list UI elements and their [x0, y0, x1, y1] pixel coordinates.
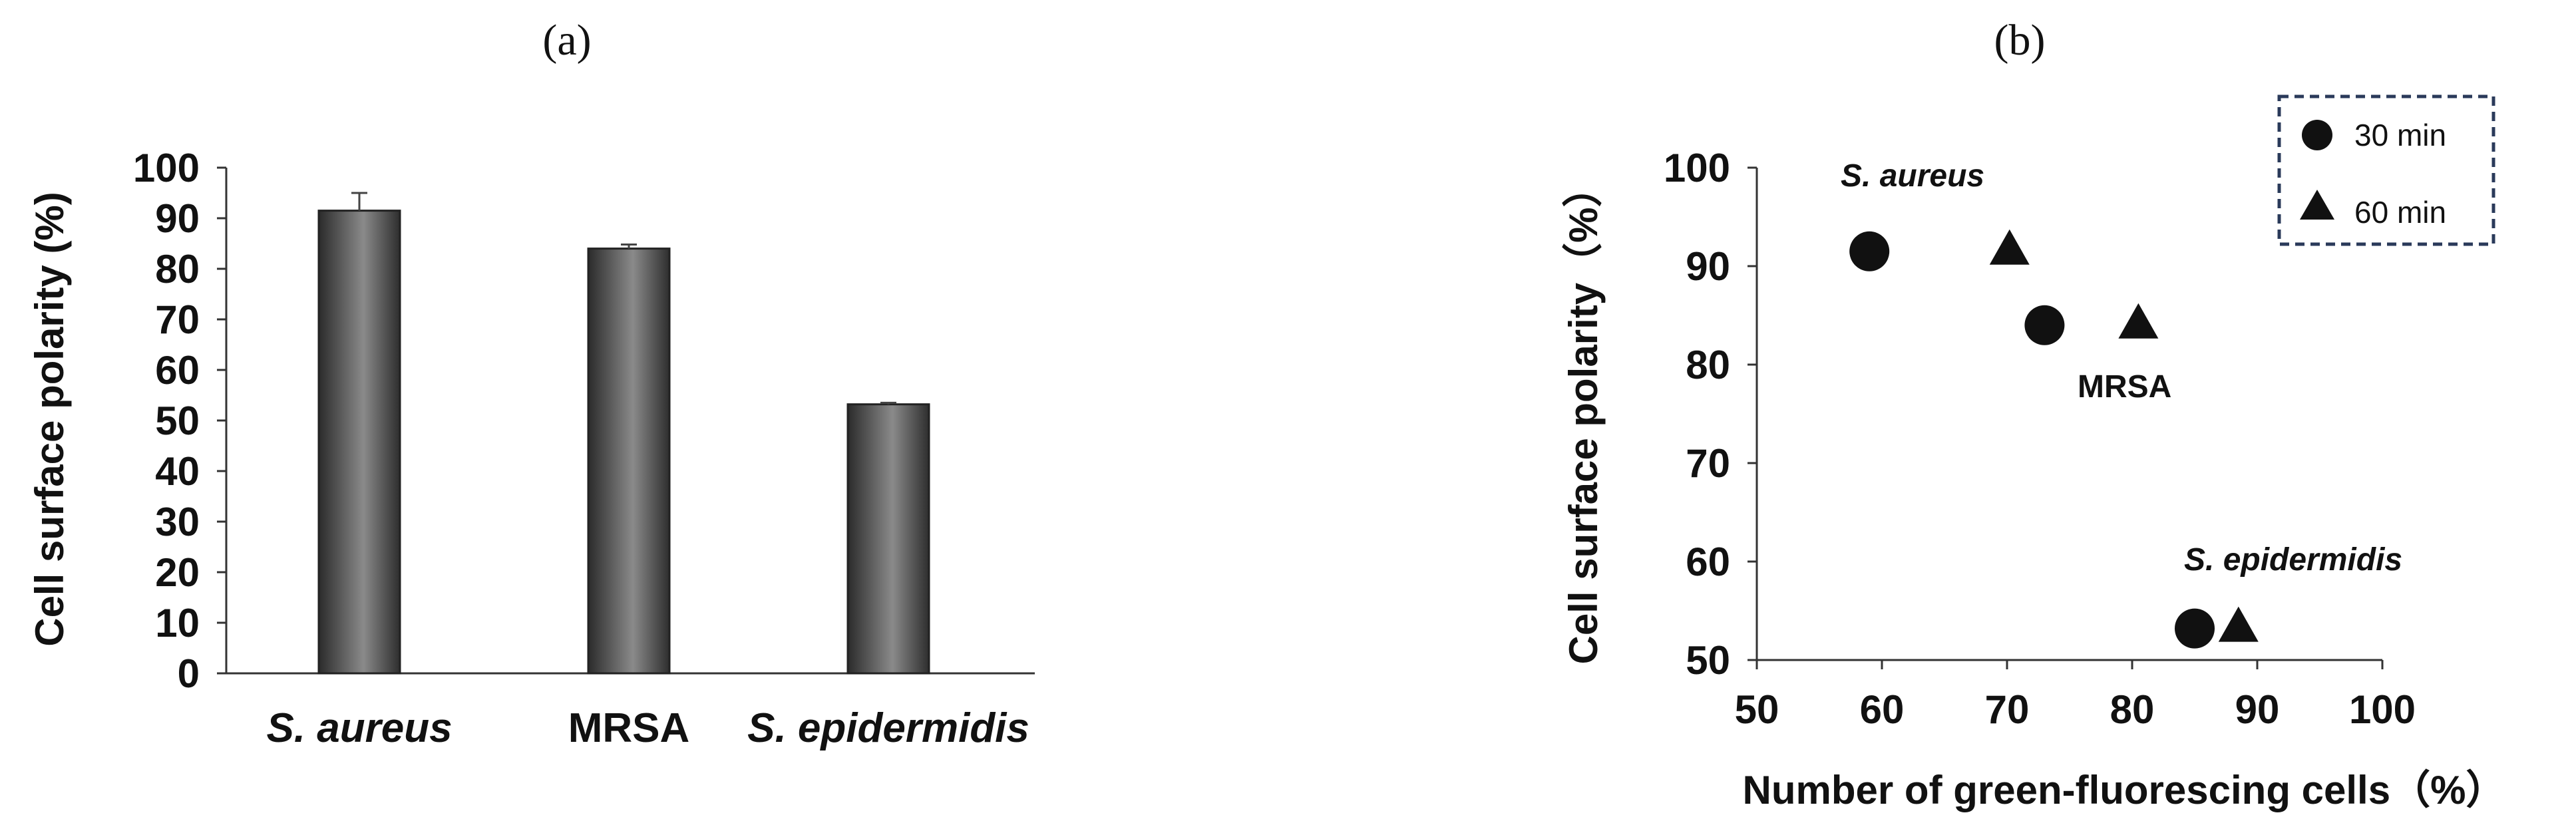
scatter-point-circle — [1849, 231, 1890, 271]
scatter-chart-legend: 30 min 60 min — [2277, 94, 2495, 246]
y-tick-label: 90 — [155, 196, 200, 241]
legend-triangle-marker — [2300, 190, 2334, 220]
scatter-chart-axes — [1748, 166, 2384, 669]
point-annotation: S. epidermidis — [2184, 542, 2402, 578]
y-tick-label: 70 — [155, 297, 200, 342]
y-tick-label: 90 — [1686, 244, 1730, 289]
y-tick-label: 80 — [155, 247, 200, 291]
bar — [317, 210, 401, 675]
y-tick-label: 10 — [155, 601, 200, 645]
y-tick-label: 60 — [155, 348, 200, 393]
legend-circle-marker — [2302, 120, 2332, 150]
y-tick-label: 80 — [1686, 343, 1730, 387]
y-tick-label: 100 — [1664, 146, 1730, 190]
bar — [587, 248, 671, 675]
y-tick-label: 0 — [178, 651, 200, 696]
bar-chart-panel: (a) 0 10 20 30 40 50 60 70 80 90 100 S. aureus MRSA… — [27, 16, 1035, 751]
scatter-chart-panel: (b) 50 60 70 80 90 100 50 60 70 80 90 100 S. aureus… — [1561, 16, 2505, 812]
scatter-point-triangle — [2218, 606, 2259, 642]
bar-chart-bars — [317, 192, 930, 675]
x-tick-label: 50 — [1735, 687, 1779, 732]
panel-a-label: (a) — [542, 16, 591, 65]
y-tick-label: 100 — [133, 146, 200, 190]
legend-label-60-min: 60 min — [2354, 195, 2446, 230]
scatter-point-triangle — [1989, 229, 2030, 265]
point-annotation: S. aureus — [1841, 158, 1984, 194]
scatter-chart-points — [1849, 229, 2259, 649]
bar-chart-category-labels: S. aureus MRSA S. epidermidis — [266, 705, 1029, 751]
y-tick-label: 50 — [1686, 638, 1730, 683]
x-tick-label: 100 — [2349, 687, 2416, 732]
bar — [846, 403, 930, 675]
bar-chart-tick-labels: 0 10 20 30 40 50 60 70 80 90 100 — [133, 146, 200, 696]
category-label: S. epidermidis — [747, 705, 1029, 751]
category-label: MRSA — [568, 705, 690, 751]
y-tick-label: 40 — [155, 449, 200, 494]
x-tick-label: 70 — [1985, 687, 2030, 732]
scatter-chart-x-axis-title: Number of green-fluorescing cells（%） — [1743, 768, 2506, 812]
y-tick-label: 20 — [155, 550, 200, 595]
y-tick-label: 70 — [1686, 441, 1730, 486]
category-label: S. aureus — [266, 705, 452, 751]
scatter-chart-tick-labels: 50 60 70 80 90 100 50 60 70 80 90 100 — [1664, 146, 2416, 732]
x-tick-label: 90 — [2235, 687, 2280, 732]
y-tick-label: 30 — [155, 500, 200, 544]
legend-box — [2277, 94, 2495, 246]
scatter-point-triangle — [2118, 303, 2159, 339]
panel-b-label: (b) — [1994, 16, 2046, 65]
x-tick-label: 60 — [1860, 687, 1905, 732]
scatter-chart-y-axis-title: Cell surface polarity（%） — [1561, 168, 1606, 665]
point-annotation: MRSA — [2078, 369, 2171, 405]
scatter-point-circle — [2175, 608, 2215, 649]
legend-label-30-min: 30 min — [2354, 118, 2446, 152]
bar-chart-y-axis-title: Cell surface polarity (%) — [27, 192, 72, 647]
scatter-chart-annotations: S. aureus MRSA S. epidermidis — [1841, 158, 2402, 578]
scatter-point-circle — [2024, 305, 2065, 345]
y-tick-label: 50 — [155, 399, 200, 443]
y-tick-label: 60 — [1686, 540, 1730, 584]
x-tick-label: 80 — [2110, 687, 2155, 732]
